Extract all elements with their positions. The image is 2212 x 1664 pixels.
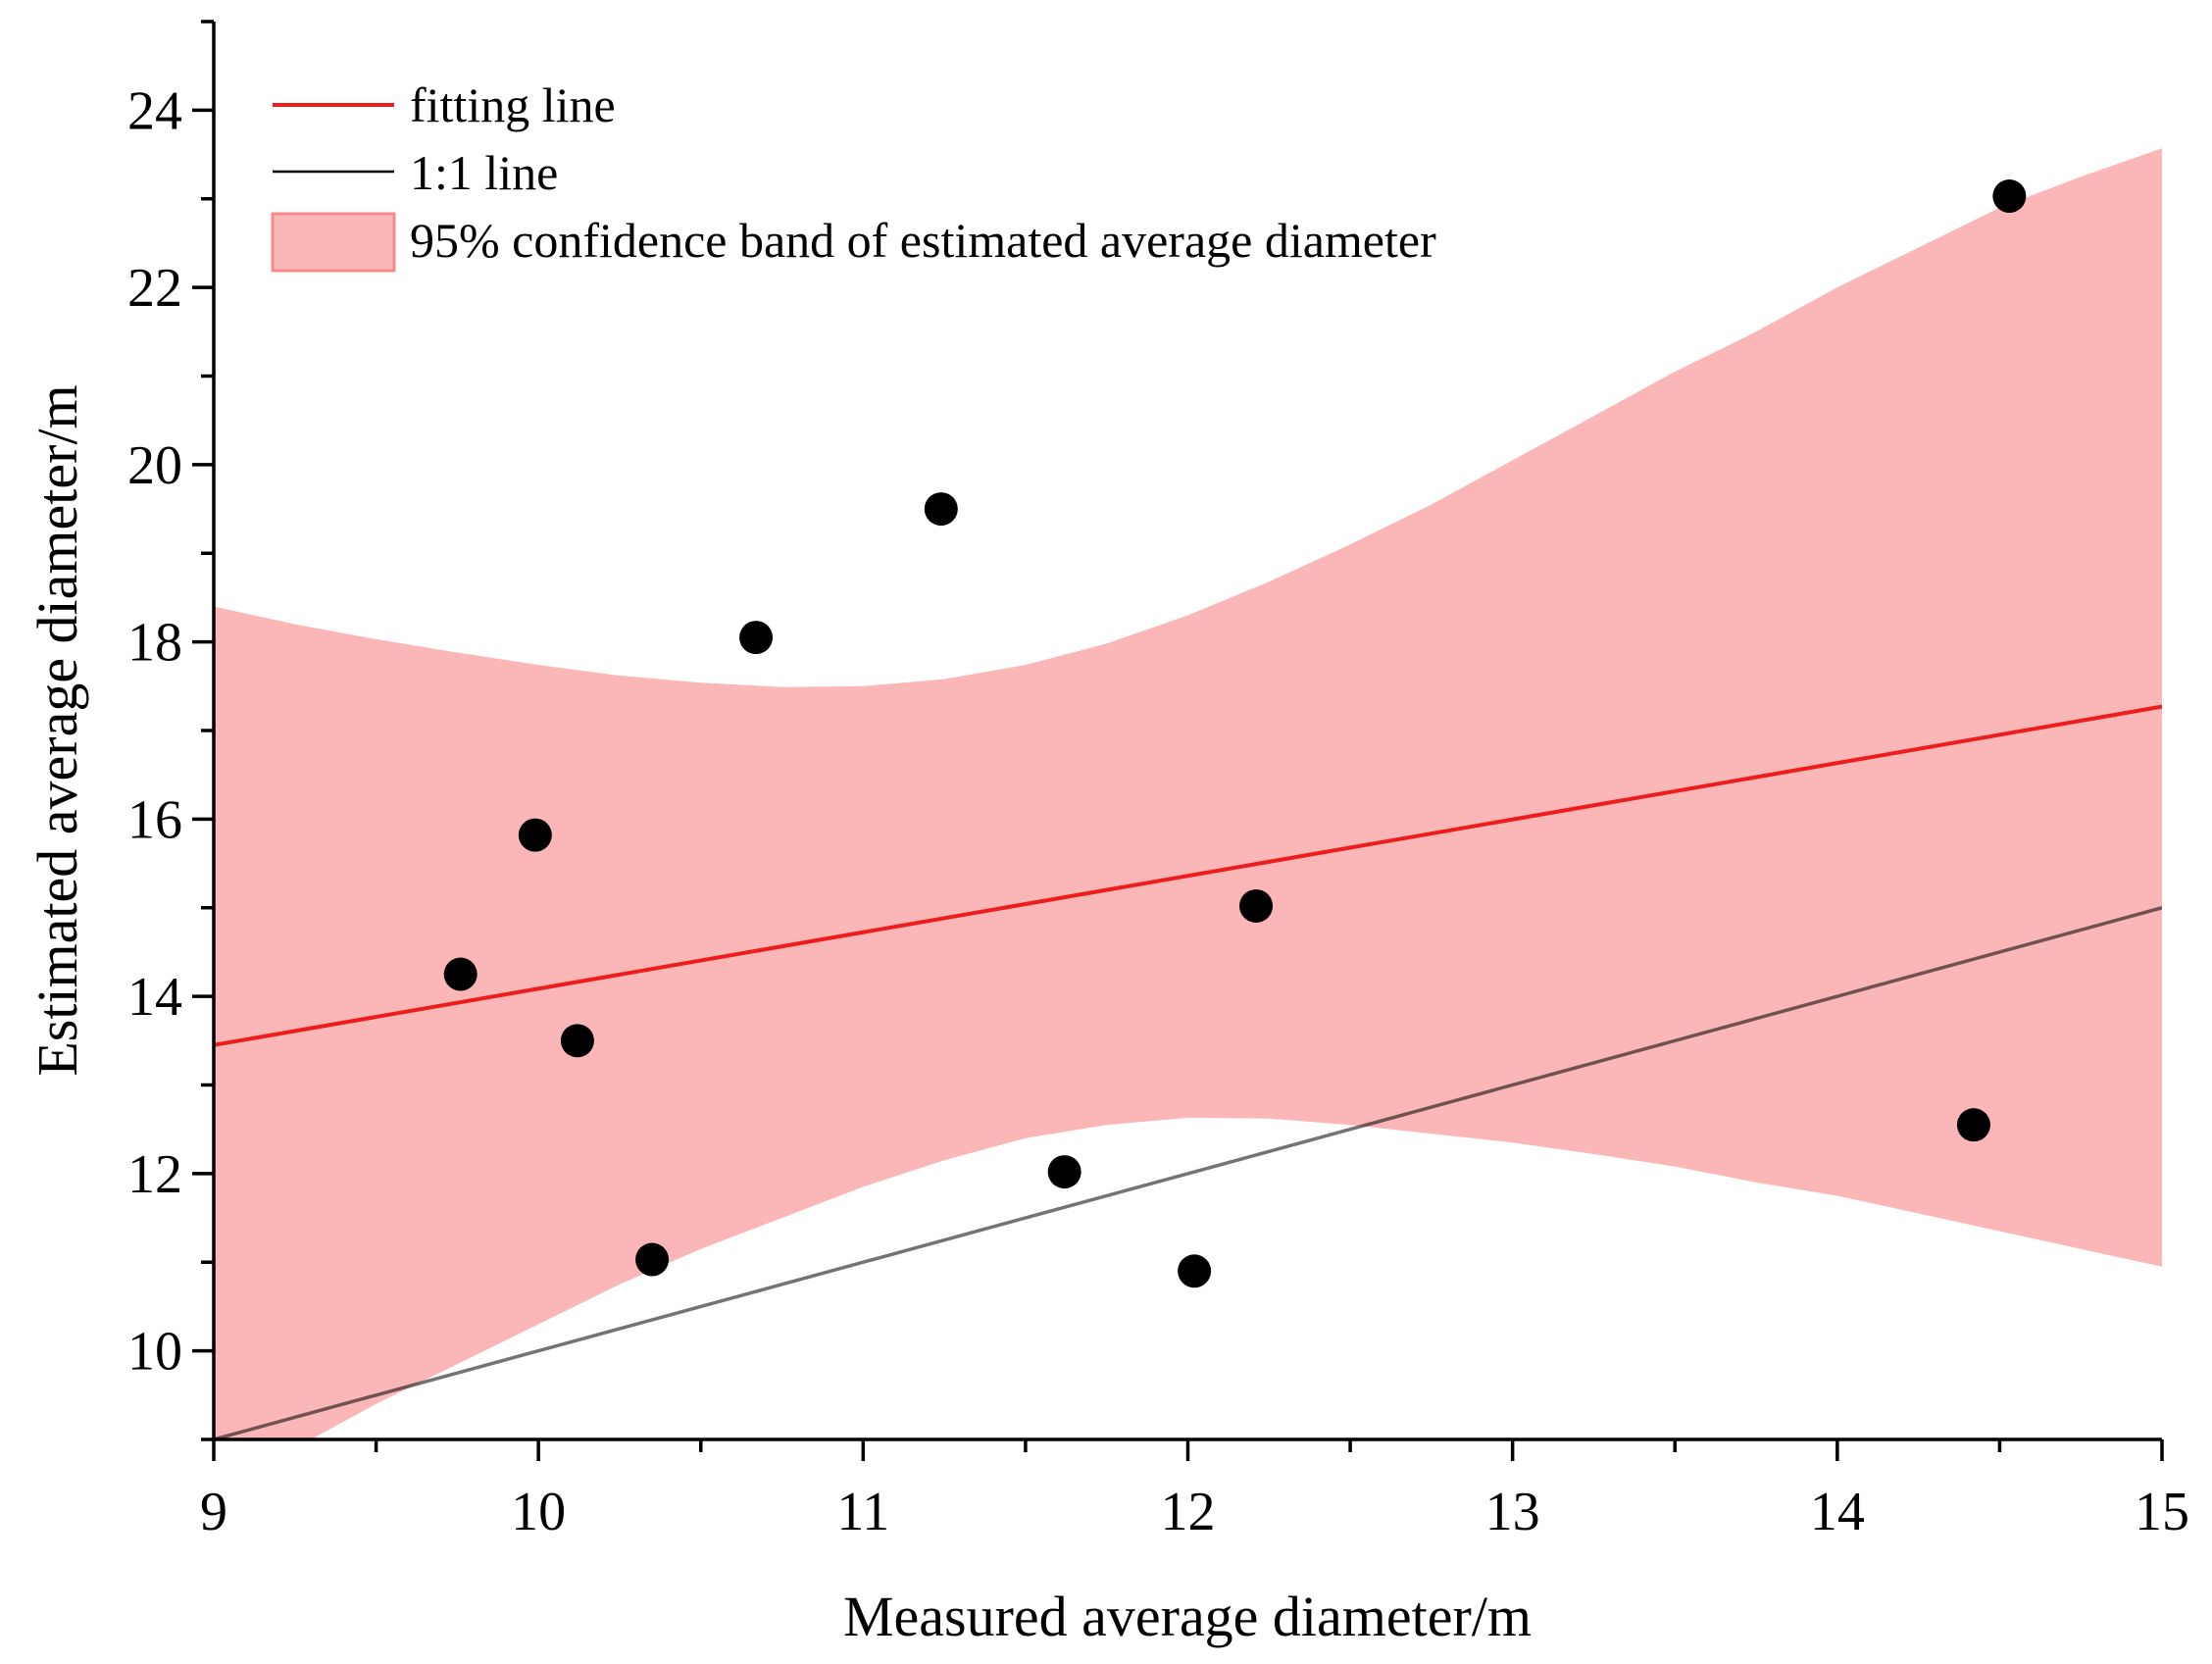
data-point-6 — [924, 492, 958, 527]
data-point-7 — [1047, 1155, 1081, 1189]
y-tick-label: 14 — [127, 967, 182, 1028]
y-tick-label: 20 — [127, 435, 182, 496]
data-points — [443, 179, 2027, 1288]
y-ticks: 10 12 14 16 18 20 22 24 — [127, 20, 214, 1441]
x-tick-label: 12 — [1161, 1482, 1216, 1542]
y-tick-label: 12 — [127, 1144, 182, 1205]
x-tick-label: 10 — [511, 1482, 566, 1542]
data-point-10 — [1956, 1108, 1990, 1142]
x-axis-title: Measured average diameter/m — [843, 1585, 1532, 1648]
y-axis-title: Estimated average diameter/m — [25, 384, 89, 1076]
data-point-5 — [739, 621, 774, 655]
data-point-11 — [1992, 179, 2027, 214]
x-tick-label: 11 — [836, 1482, 889, 1542]
x-tick-label: 15 — [2135, 1482, 2189, 1542]
one-to-one-line — [214, 906, 2162, 1439]
legend-one-to-one-label: 1:1 line — [410, 145, 558, 200]
data-point-8 — [1178, 1254, 1212, 1288]
y-tick-label: 22 — [127, 258, 182, 319]
x-tick-label: 13 — [1485, 1482, 1540, 1542]
data-point-1 — [443, 957, 478, 991]
x-ticks: 9 10 11 12 13 14 15 — [200, 1439, 2189, 1542]
y-tick-label: 24 — [127, 80, 182, 141]
y-tick-label: 18 — [127, 613, 182, 674]
fitting-line — [214, 704, 2162, 1047]
data-point-3 — [560, 1024, 594, 1058]
legend-fitting-label: fitting line — [410, 77, 616, 132]
y-tick-label: 16 — [127, 789, 182, 850]
x-tick-label: 9 — [200, 1482, 227, 1542]
data-point-4 — [635, 1242, 670, 1277]
y-tick-label: 10 — [127, 1322, 182, 1383]
legend: fitting line 1:1 line 95% confidence ban… — [271, 77, 1436, 273]
x-tick-label: 14 — [1810, 1482, 1865, 1542]
confidence-band — [214, 148, 2162, 1439]
data-point-9 — [1239, 888, 1274, 923]
legend-band-swatch — [271, 212, 396, 273]
data-point-2 — [518, 818, 552, 852]
legend-band-label: 95% confidence band of estimated average… — [410, 213, 1436, 268]
